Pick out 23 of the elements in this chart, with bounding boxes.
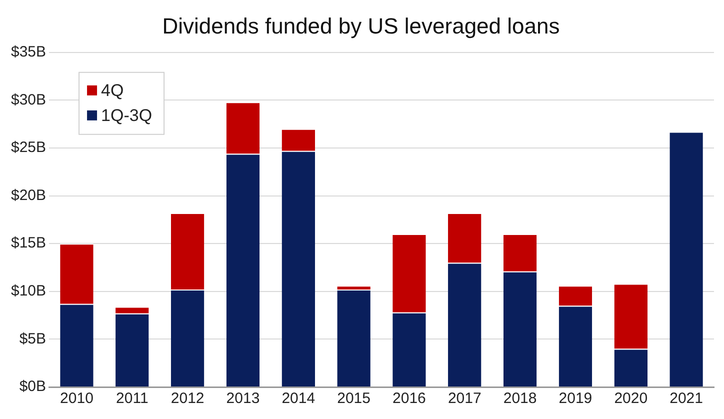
legend-label: 4Q	[101, 81, 124, 100]
y-tick-label: $15B	[10, 234, 46, 252]
x-tick-label: 2018	[503, 390, 537, 408]
x-tick-label: 2011	[116, 390, 148, 408]
legend-label: 1Q-3Q	[101, 106, 152, 126]
x-tick-label: 2021	[670, 390, 703, 408]
x-tick-label: 2015	[337, 390, 370, 408]
x-tick-label: 2019	[558, 390, 592, 408]
x-tick-label: 2012	[170, 390, 204, 408]
y-tick-label: $5B	[19, 330, 46, 348]
chart-title: Dividends funded by US leveraged loans	[162, 13, 560, 38]
x-tick-label: 2014	[282, 390, 316, 408]
y-tick-label: $0B	[19, 378, 46, 396]
y-tick-label: $35B	[10, 44, 46, 61]
x-tick-label: 2017	[448, 390, 482, 408]
y-tick-label: $10B	[10, 282, 46, 300]
x-tick-label: 2016	[392, 390, 426, 408]
y-tick-label: $30B	[10, 91, 46, 108]
x-tick-label: 2010	[60, 390, 94, 408]
y-tick-label: $25B	[10, 139, 46, 156]
x-tick-label: 2013	[226, 390, 260, 408]
x-tick-label: 2020	[614, 390, 648, 408]
y-tick-label: $20B	[10, 186, 46, 204]
